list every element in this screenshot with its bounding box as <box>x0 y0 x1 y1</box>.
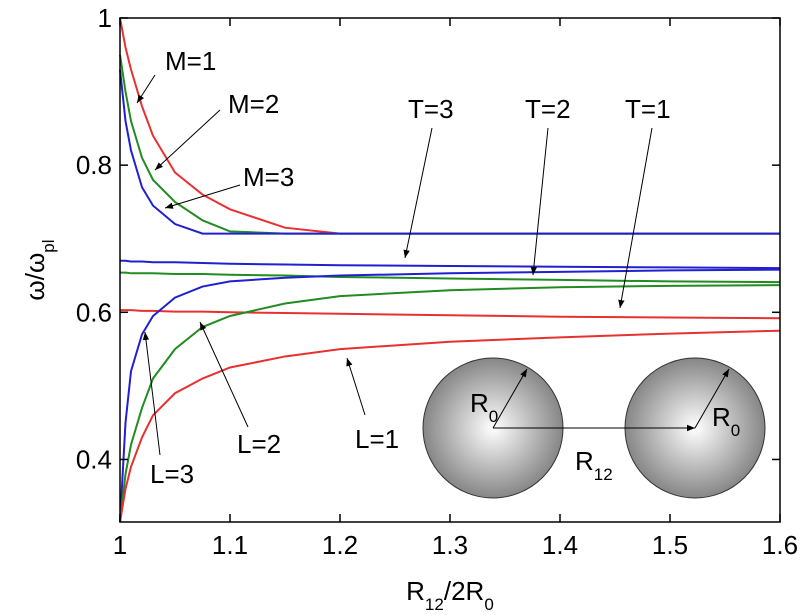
y-tick-label: 0.8 <box>76 150 112 180</box>
annotation-arrow <box>142 331 161 456</box>
x-axis-label-part: 12 <box>425 595 444 614</box>
x-tick-label: 1.4 <box>542 530 578 560</box>
x-tick-label: 1.5 <box>652 530 688 560</box>
series-line <box>119 268 781 523</box>
x-axis-label-part: /2R <box>444 576 484 606</box>
series-line <box>120 271 781 284</box>
x-tick-label: 1.2 <box>322 530 358 560</box>
radius-arrow <box>694 368 730 429</box>
annotation-arrow <box>136 74 156 104</box>
series-line <box>119 284 781 523</box>
annotation-label: T=2 <box>525 94 571 124</box>
y-axis-label-part: pl <box>39 240 58 253</box>
x-axis-label: R12 /2R0 <box>406 576 494 614</box>
x-tick-label: 1.3 <box>432 530 468 560</box>
annotation-arrow <box>403 127 433 259</box>
series-line <box>119 329 781 523</box>
inset-label-part: 0 <box>489 407 498 426</box>
y-tick-label: 0.6 <box>76 297 112 327</box>
inset-label-part: R <box>575 446 594 476</box>
annotation-label: M=1 <box>165 46 216 76</box>
series-line <box>119 69 780 235</box>
y-axis-label-part: ω/ω <box>20 253 50 301</box>
series-line <box>120 309 781 320</box>
annotation-label: T=1 <box>625 94 671 124</box>
inset-label: R12 <box>575 446 613 484</box>
y-tick-label: 0.4 <box>76 444 112 474</box>
inset-label-part: R <box>470 388 489 418</box>
annotation-label: M=3 <box>243 162 294 192</box>
x-tick-label: 1.1 <box>212 530 248 560</box>
x-tick-label: 1 <box>113 530 127 560</box>
inset-label-part: 12 <box>594 465 613 484</box>
x-axis-label-part: 0 <box>484 595 493 614</box>
x-tick-label: 1.6 <box>762 530 798 560</box>
annotation-label: L=2 <box>237 429 281 459</box>
annotation-arrow <box>530 127 549 276</box>
annotation-arrow <box>164 184 241 209</box>
radius-arrow <box>492 368 528 429</box>
annotation-arrow <box>346 357 366 416</box>
annotation-label: L=3 <box>150 459 194 489</box>
inset-label-part: R <box>712 402 731 432</box>
annotation-arrow <box>154 109 221 171</box>
annotation-arrow <box>618 127 653 309</box>
annotation-label: L=1 <box>355 424 399 454</box>
inset-label: R0 <box>712 402 740 440</box>
x-axis-label-part: R <box>406 576 425 606</box>
inset-label: R0 <box>470 388 498 426</box>
annotation-label: M=2 <box>228 89 279 119</box>
series-line <box>120 259 781 270</box>
inset-label-part: 0 <box>731 421 740 440</box>
annotation-arrow <box>199 321 249 428</box>
y-tick-label: 1 <box>98 3 112 33</box>
annotation-label: T=3 <box>408 94 454 124</box>
y-axis-label: ω/ωpl <box>20 239 58 300</box>
